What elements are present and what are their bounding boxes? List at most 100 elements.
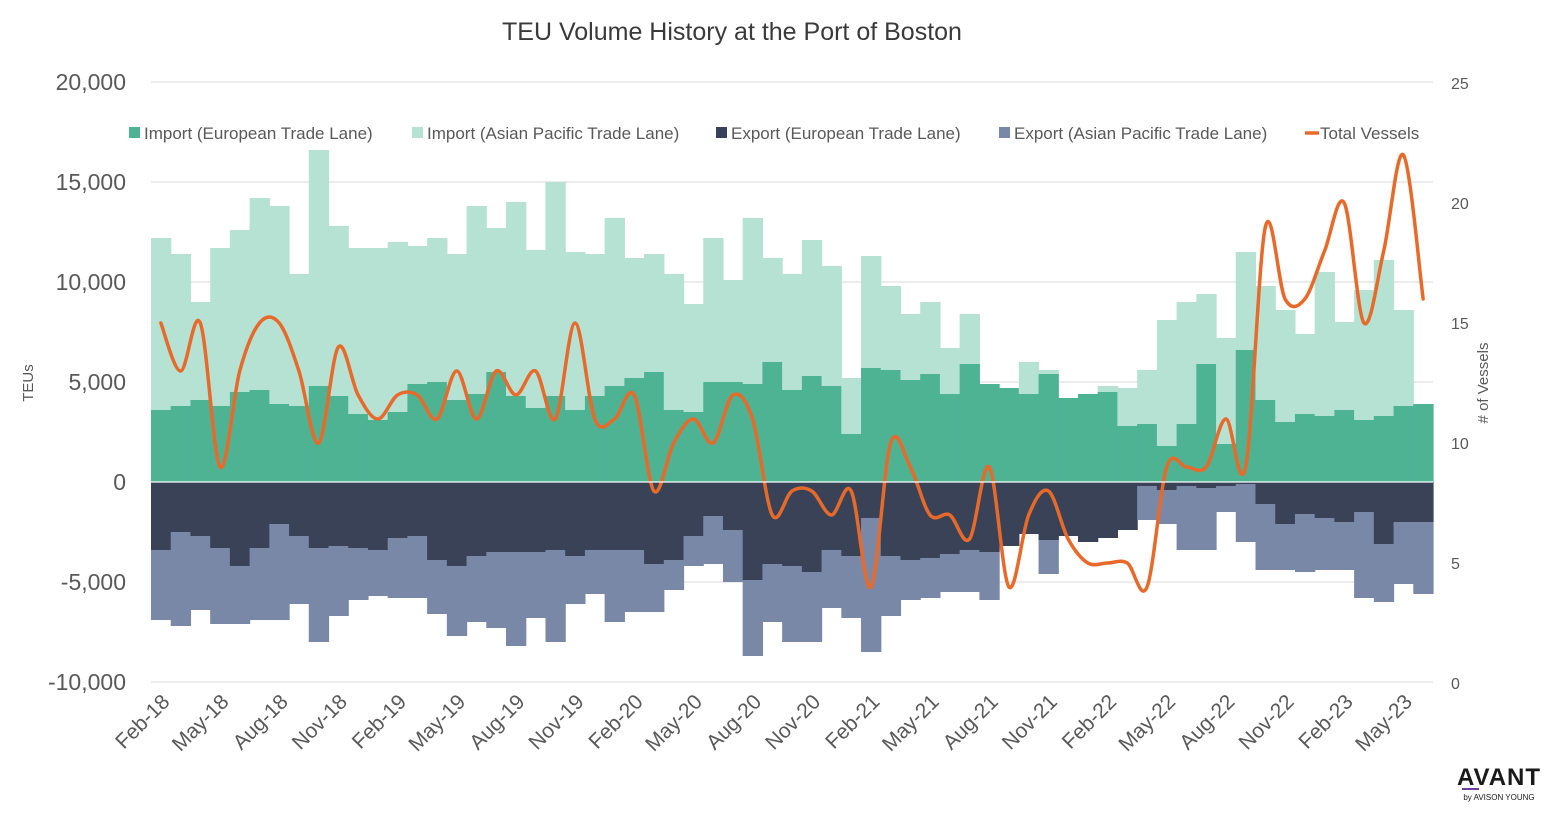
bar bbox=[387, 482, 408, 538]
bar bbox=[545, 182, 566, 396]
y2-tick-label: 10 bbox=[1451, 436, 1469, 453]
bar bbox=[190, 400, 211, 482]
bar bbox=[387, 538, 408, 598]
bar bbox=[210, 248, 231, 406]
bar bbox=[151, 410, 172, 482]
bar bbox=[1156, 320, 1178, 446]
y-axis-label: TEUs bbox=[20, 364, 37, 402]
bar bbox=[466, 482, 487, 556]
bar bbox=[920, 558, 941, 598]
bar bbox=[1275, 310, 1296, 422]
x-tick-label: Feb-20 bbox=[584, 690, 647, 753]
bar bbox=[959, 364, 980, 482]
bar bbox=[170, 532, 192, 626]
bar bbox=[880, 370, 902, 482]
bar bbox=[959, 482, 980, 550]
bar bbox=[466, 206, 487, 394]
bar bbox=[1196, 294, 1217, 364]
bar bbox=[880, 286, 902, 370]
bar bbox=[1314, 272, 1335, 416]
bar bbox=[1393, 406, 1414, 482]
bar bbox=[1294, 334, 1316, 414]
bar bbox=[1018, 482, 1040, 534]
y-tick-label: 5,000 bbox=[68, 369, 126, 395]
x-tick-label: Nov-18 bbox=[288, 690, 352, 754]
bar bbox=[249, 198, 270, 390]
bar bbox=[525, 482, 547, 552]
bar bbox=[525, 408, 547, 482]
bar bbox=[525, 250, 547, 408]
bar bbox=[1058, 398, 1079, 482]
bar bbox=[584, 550, 606, 594]
bar bbox=[308, 386, 330, 482]
bar bbox=[782, 566, 803, 642]
y2-tick-label: 15 bbox=[1451, 316, 1469, 333]
bar bbox=[308, 150, 330, 386]
bar bbox=[880, 556, 902, 616]
bar bbox=[1373, 482, 1395, 544]
y2-tick-label: 0 bbox=[1451, 676, 1460, 693]
bar bbox=[644, 254, 665, 372]
brand-logo: AVANT by AVISON YOUNG bbox=[1457, 764, 1540, 802]
y2-tick-label: 20 bbox=[1451, 196, 1469, 213]
x-tick-label: Nov-22 bbox=[1234, 690, 1298, 754]
bar bbox=[604, 550, 625, 622]
bar bbox=[584, 482, 606, 550]
bar bbox=[939, 394, 961, 482]
bar bbox=[387, 412, 408, 482]
bar bbox=[920, 374, 941, 482]
bar bbox=[1196, 488, 1217, 550]
bar bbox=[486, 482, 507, 552]
bar bbox=[703, 238, 724, 382]
bar bbox=[900, 314, 921, 380]
bar bbox=[742, 580, 764, 656]
bar bbox=[1314, 518, 1335, 570]
bar bbox=[407, 482, 428, 536]
bar bbox=[348, 548, 369, 600]
bar bbox=[1235, 482, 1257, 484]
bar bbox=[427, 482, 448, 560]
bar bbox=[170, 406, 192, 482]
bar bbox=[683, 412, 704, 482]
bar bbox=[1314, 482, 1335, 518]
bar bbox=[1314, 416, 1335, 482]
bar bbox=[308, 482, 330, 548]
bar bbox=[1077, 394, 1099, 482]
bar bbox=[1354, 290, 1375, 420]
bar bbox=[1255, 482, 1276, 504]
bar bbox=[722, 280, 744, 382]
bar bbox=[506, 482, 527, 552]
bar bbox=[506, 202, 527, 396]
x-tick-label: May-18 bbox=[168, 690, 234, 756]
bar bbox=[1097, 386, 1119, 392]
bar bbox=[999, 482, 1020, 546]
bar bbox=[959, 314, 980, 364]
bar bbox=[1334, 522, 1355, 570]
bar bbox=[722, 482, 744, 530]
bar bbox=[210, 548, 231, 624]
bar bbox=[289, 482, 310, 536]
bar bbox=[959, 550, 980, 592]
bar bbox=[427, 238, 448, 382]
bar bbox=[841, 482, 862, 556]
x-tick-label: Feb-19 bbox=[348, 690, 411, 753]
bar bbox=[979, 552, 1000, 600]
bar bbox=[1275, 524, 1296, 570]
bar bbox=[289, 536, 310, 604]
bar bbox=[1334, 322, 1355, 410]
legend-item: Export (European Trade Lane) bbox=[716, 124, 961, 143]
legend-item: Total Vessels bbox=[1305, 124, 1419, 143]
bar bbox=[624, 378, 645, 482]
bar bbox=[151, 482, 172, 550]
bar bbox=[1373, 544, 1395, 602]
legend-swatch bbox=[999, 127, 1010, 138]
bar bbox=[801, 240, 823, 376]
bar bbox=[1354, 482, 1375, 512]
bar bbox=[446, 482, 468, 566]
bar bbox=[545, 482, 566, 550]
bar bbox=[1137, 424, 1158, 482]
bar bbox=[703, 382, 724, 482]
bar bbox=[644, 482, 665, 564]
bar bbox=[565, 410, 586, 482]
